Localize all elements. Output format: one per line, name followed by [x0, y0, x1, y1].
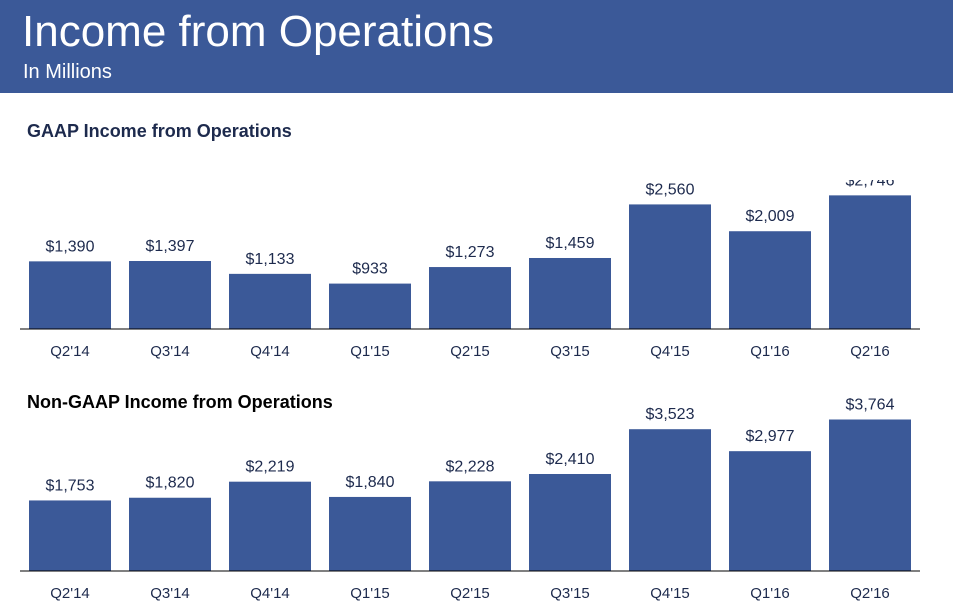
non-gaap-bar-1: [129, 497, 211, 571]
non-gaap-value-label-7: $2,977: [746, 428, 795, 445]
gaap-bar-7: [729, 231, 811, 329]
gaap-tick-label-3: Q1'15: [350, 343, 390, 360]
gaap-tick-label-2: Q4'14: [250, 343, 290, 360]
gaap-value-label-7: $2,009: [746, 208, 795, 225]
gaap-value-label-1: $1,397: [146, 238, 195, 255]
gaap-tick-label-4: Q2'15: [450, 343, 490, 360]
gaap-bar-0: [29, 261, 111, 329]
gaap-bar-1: [129, 261, 211, 329]
non-gaap-bar-8: [829, 419, 911, 571]
gaap-bar-6: [629, 204, 711, 329]
non-gaap-tick-label-3: Q1'15: [350, 585, 390, 602]
gaap-tick-label-6: Q4'15: [650, 343, 690, 360]
non-gaap-value-label-2: $2,219: [246, 459, 295, 476]
gaap-bar-2: [229, 273, 311, 329]
page-title: Income from Operations: [22, 7, 494, 56]
gaap-value-label-3: $933: [352, 261, 388, 278]
non-gaap-bar-chart: $1,753 Q2'14 $1,820 Q3'14 $2,219 Q4'14 $1,840 Q…: [20, 396, 920, 602]
gaap-tick-label-5: Q3'15: [550, 343, 590, 360]
non-gaap-tick-label-8: Q2'16: [850, 585, 890, 602]
gaap-tick-label-0: Q2'14: [50, 343, 90, 360]
gaap-bar-8: [829, 195, 911, 329]
gaap-bar-3: [329, 283, 411, 329]
gaap-value-label-4: $1,273: [446, 244, 495, 261]
non-gaap-bar-7: [729, 451, 811, 571]
gaap-value-label-8: $2,746: [846, 180, 895, 189]
gaap-value-label-0: $1,390: [46, 238, 95, 255]
gaap-chart-title: GAAP Income from Operations: [27, 121, 292, 141]
non-gaap-value-label-5: $2,410: [546, 451, 595, 468]
gaap-value-label-2: $1,133: [246, 251, 295, 268]
non-gaap-bar-4: [429, 481, 511, 571]
gaap-tick-label-1: Q3'14: [150, 343, 190, 360]
non-gaap-value-label-6: $3,523: [646, 406, 695, 423]
non-gaap-tick-label-0: Q2'14: [50, 585, 90, 602]
non-gaap-tick-label-4: Q2'15: [450, 585, 490, 602]
non-gaap-chart-title: Non-GAAP Income from Operations: [27, 392, 333, 412]
non-gaap-tick-label-2: Q4'14: [250, 585, 290, 602]
non-gaap-tick-label-5: Q3'15: [550, 585, 590, 602]
non-gaap-value-label-0: $1,753: [46, 477, 95, 494]
non-gaap-bar-5: [529, 473, 611, 571]
page-subtitle: In Millions: [23, 61, 112, 83]
non-gaap-bar-0: [29, 500, 111, 571]
non-gaap-value-label-3: $1,840: [346, 474, 395, 491]
gaap-tick-label-7: Q1'16: [750, 343, 790, 360]
gaap-bar-chart: $1,390 Q2'14 $1,397 Q3'14 $1,133 Q4'14 $933 Q1'…: [20, 180, 920, 360]
non-gaap-value-label-4: $2,228: [446, 458, 495, 475]
gaap-value-label-5: $1,459: [546, 235, 595, 252]
non-gaap-value-label-8: $3,764: [846, 396, 895, 413]
header-banner: Income from Operations In Millions: [0, 0, 953, 93]
non-gaap-bar-3: [329, 496, 411, 571]
gaap-bar-4: [429, 267, 511, 329]
non-gaap-tick-label-6: Q4'15: [650, 585, 690, 602]
non-gaap-bar-2: [229, 481, 311, 571]
gaap-tick-label-8: Q2'16: [850, 343, 890, 360]
gaap-bar-5: [529, 257, 611, 329]
non-gaap-value-label-1: $1,820: [146, 475, 195, 492]
non-gaap-bar-6: [629, 429, 711, 571]
gaap-value-label-6: $2,560: [646, 181, 695, 198]
non-gaap-tick-label-1: Q3'14: [150, 585, 190, 602]
non-gaap-tick-label-7: Q1'16: [750, 585, 790, 602]
